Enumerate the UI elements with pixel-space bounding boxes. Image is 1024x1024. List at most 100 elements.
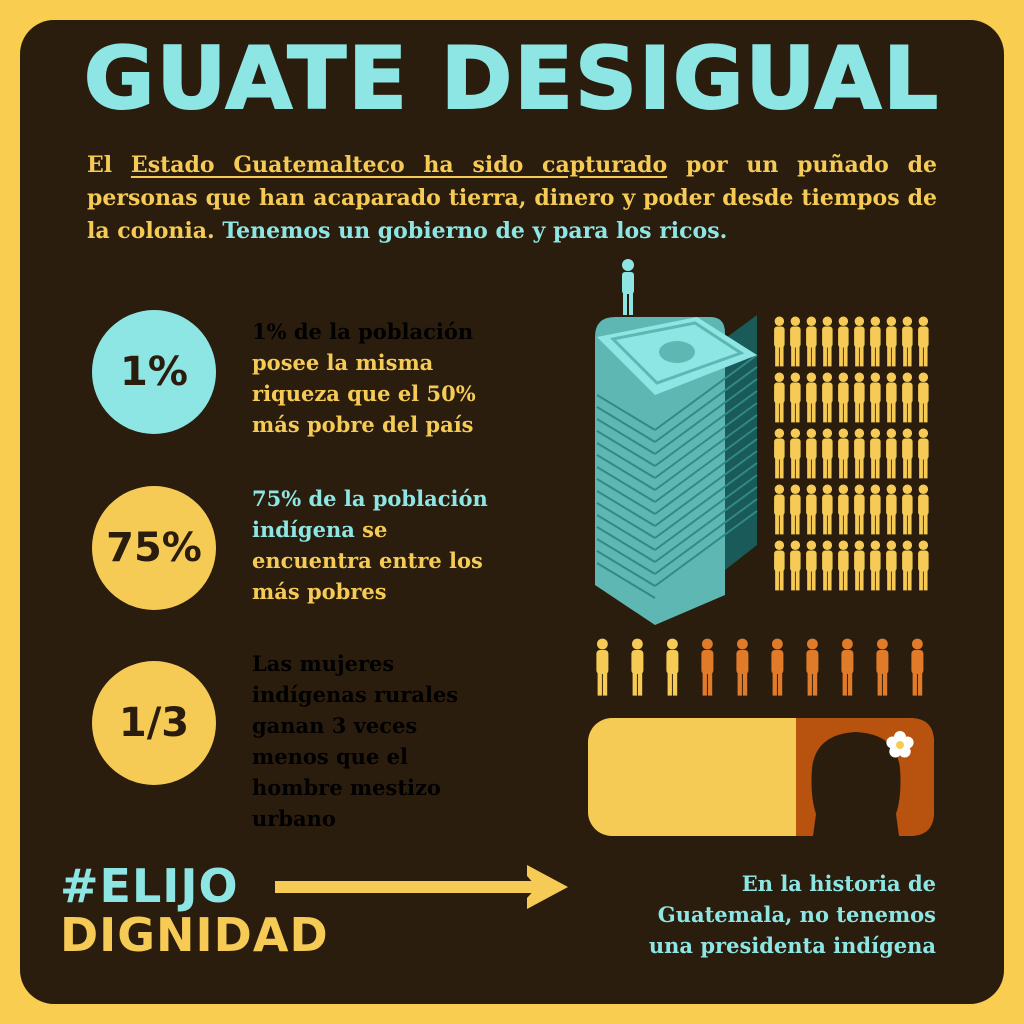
person-icon (838, 540, 849, 591)
hashtag-line-2: DIGNIDAD (60, 908, 329, 962)
person-icon (806, 638, 819, 696)
person-icon (918, 428, 929, 479)
person-icon (870, 540, 881, 591)
person-icon (876, 638, 889, 696)
person-icon (822, 316, 833, 367)
woman-silhouette-icon (811, 732, 901, 836)
person-icon (854, 316, 865, 367)
person-icon (806, 372, 817, 423)
stat-1-line: 1% de la población (252, 319, 474, 344)
footnote-line: En la historia de (741, 871, 936, 896)
stat-3-line: menos que el (252, 744, 408, 769)
footnote-line: una presidenta indígena (648, 933, 936, 958)
person-icon (854, 540, 865, 591)
stat-circle-1: 1% (92, 310, 216, 434)
intro-underlined-text: Estado Guatemalteco ha sido capturado (130, 152, 668, 178)
person-icon (902, 484, 913, 535)
person-icon (596, 638, 609, 696)
stat-figure-1: 1% (120, 349, 188, 395)
stat-1-line: más pobre del país (252, 412, 474, 437)
stat-text-3: Las mujeres indígenas rurales ganan 3 ve… (252, 648, 458, 834)
person-icon (771, 638, 784, 696)
stat-figure-3: 1/3 (118, 700, 190, 746)
person-icon (886, 484, 897, 535)
person-icon (701, 638, 714, 696)
indigenous-population-icons (596, 638, 924, 696)
poster-title: GUATE DESIGUAL (83, 29, 941, 129)
stat-3-line: ganan 3 veces (252, 713, 418, 738)
person-icon (854, 372, 865, 423)
intro-text-2: por un puñado de personas que han acapar… (87, 152, 937, 244)
person-icon (854, 484, 865, 535)
person-icon (774, 372, 785, 423)
person-icon (736, 638, 749, 696)
money-stack-icon (595, 259, 758, 625)
person-icon (774, 484, 785, 535)
person-icon (806, 484, 817, 535)
person-icon (774, 428, 785, 479)
stat-circle-3: 1/3 (92, 661, 216, 785)
person-icon (902, 372, 913, 423)
intro-text-1: El (87, 152, 131, 178)
crowd-icons (774, 316, 929, 591)
person-icon (870, 428, 881, 479)
person-icon (838, 428, 849, 479)
person-icon (666, 638, 679, 696)
person-icon (911, 638, 924, 696)
stat-3-line: urbano (252, 806, 336, 831)
stat-3-line: Las mujeres (252, 651, 395, 676)
person-icon (838, 316, 849, 367)
person-icon (902, 316, 913, 367)
stat-2-line: encuentra entre los (252, 548, 483, 573)
footnote-text: En la historia de Guatemala, no tenemos … (580, 868, 936, 961)
stat-circle-2: 75% (92, 486, 216, 610)
person-icon (902, 540, 913, 591)
person-icon (886, 372, 897, 423)
footnote-line: Guatemala, no tenemos (657, 902, 936, 927)
hashtag-line-1: #ELIJO (60, 859, 239, 913)
person-icon (854, 428, 865, 479)
person-icon (918, 540, 929, 591)
person-icon (870, 372, 881, 423)
person-icon (774, 540, 785, 591)
person-icon (822, 484, 833, 535)
person-icon (918, 372, 929, 423)
person-icon (631, 638, 644, 696)
flower-icon (886, 731, 914, 758)
person-icon (838, 372, 849, 423)
stat-3-line: hombre mestizo (252, 775, 441, 800)
person-icon (902, 428, 913, 479)
stat-3-line: indígenas rurales (252, 682, 459, 707)
stat-2-line: más pobres (252, 579, 387, 604)
intro-highlight: Tenemos un gobierno de y para los ricos. (222, 218, 728, 244)
person-icon (841, 638, 854, 696)
person-icon (806, 540, 817, 591)
stat-2-line: 75% de la población (252, 486, 488, 511)
person-icon (790, 316, 801, 367)
person-icon (790, 428, 801, 479)
person-icon (822, 540, 833, 591)
person-icon (886, 540, 897, 591)
person-icon (822, 372, 833, 423)
stat-2-line: indígena (252, 517, 355, 542)
stat-1-line: riqueza que el 50% (252, 381, 476, 406)
person-icon (838, 484, 849, 535)
person-icon (918, 484, 929, 535)
person-icon (822, 428, 833, 479)
person-icon (790, 484, 801, 535)
person-icon (806, 428, 817, 479)
person-icon (870, 484, 881, 535)
person-icon (886, 428, 897, 479)
wage-gap-bar (588, 718, 934, 836)
person-icon (918, 316, 929, 367)
person-icon (870, 316, 881, 367)
person-icon (774, 316, 785, 367)
stat-figure-2: 75% (106, 525, 202, 571)
stat-2-line: se (362, 517, 388, 542)
stat-text-1: 1% de la población posee la misma riquez… (252, 316, 476, 440)
person-icon (790, 372, 801, 423)
intro-paragraph: El Estado Guatemalteco ha sido capturado… (87, 149, 937, 248)
stat-text-2: 75% de la población indígena se encuentr… (252, 483, 488, 607)
person-icon (806, 316, 817, 367)
person-icon (790, 540, 801, 591)
